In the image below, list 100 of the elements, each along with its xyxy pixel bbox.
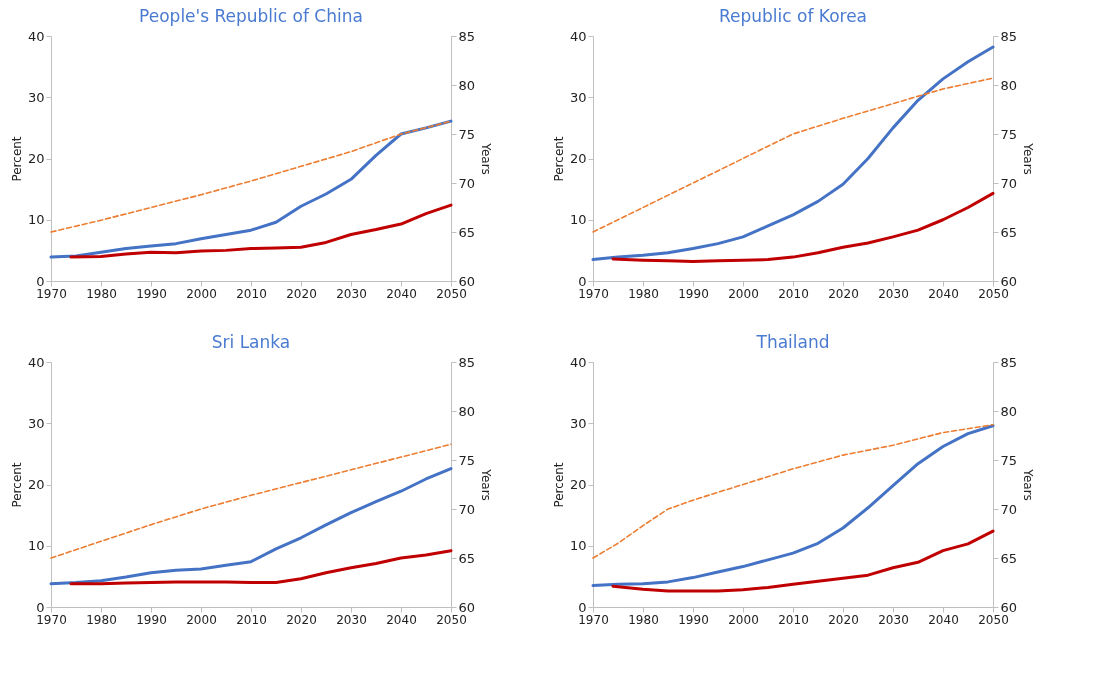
- line-series: [611, 529, 995, 593]
- y2-tick-label: 75: [1000, 452, 1018, 468]
- y2-tick-label: 75: [458, 126, 476, 142]
- y-tick-label: 40: [27, 354, 45, 370]
- y-tick-label: 30: [27, 415, 45, 431]
- x-tick-label: 2030: [336, 286, 367, 301]
- line-series: [50, 443, 452, 559]
- y2-tick-label: 75: [458, 452, 476, 468]
- y2-tick-label: 60: [458, 599, 476, 615]
- y-tick-label: 10: [27, 538, 45, 554]
- y2-axis-title: Years: [1021, 142, 1036, 175]
- chart-title: Thailand: [755, 332, 830, 352]
- y2-tick-label: 60: [1000, 599, 1018, 615]
- y2-tick-label: 70: [1000, 175, 1018, 191]
- y2-tick-label: 65: [1000, 224, 1018, 240]
- x-tick-label: 1970: [36, 612, 67, 627]
- y2-tick-label: 70: [1000, 501, 1018, 517]
- y2-tick-label: 60: [458, 273, 476, 289]
- chart-title: Sri Lanka: [211, 332, 291, 352]
- x-tick-label: 2040: [386, 612, 417, 627]
- line-series: [611, 191, 995, 263]
- y2-tick-label: 70: [458, 175, 476, 191]
- x-tick-label: 1980: [86, 286, 117, 301]
- y2-tick-label: 75: [1000, 126, 1018, 142]
- y-tick-label: 40: [569, 354, 587, 370]
- y-tick-label: 0: [36, 273, 45, 289]
- x-tick-label: 2040: [928, 286, 959, 301]
- x-tick-label: 2000: [186, 286, 217, 301]
- x-tick-label: 1980: [628, 286, 659, 301]
- y-axis-title: Percent: [9, 462, 24, 508]
- y-tick-label: 0: [578, 273, 587, 289]
- x-tick-label: 2020: [828, 286, 859, 301]
- y2-tick-label: 65: [458, 224, 476, 240]
- x-tick-label: 1990: [678, 286, 709, 301]
- x-tick-label: 2050: [978, 612, 1009, 627]
- y2-tick-label: 85: [458, 28, 476, 44]
- y-tick-label: 30: [569, 415, 587, 431]
- y2-tick-label: 85: [1000, 354, 1018, 370]
- x-tick-label: 2010: [778, 612, 809, 627]
- x-tick-label: 2020: [286, 286, 317, 301]
- x-tick-label: 2000: [728, 286, 759, 301]
- x-tick-label: 2020: [286, 612, 317, 627]
- y-tick-label: 20: [27, 151, 45, 166]
- x-tick-label: 2050: [436, 612, 467, 627]
- line-series: [50, 120, 452, 233]
- y-tick-label: 10: [569, 212, 587, 228]
- line-series: [592, 423, 994, 559]
- y-tick-label: 30: [27, 89, 45, 105]
- y2-tick-label: 85: [1000, 28, 1018, 44]
- x-tick-label: 1990: [136, 286, 167, 301]
- x-tick-label: 1970: [578, 612, 609, 627]
- y2-tick-label: 70: [458, 501, 476, 517]
- y-tick-label: 20: [569, 477, 587, 492]
- x-tick-label: 2050: [978, 286, 1009, 301]
- y-tick-label: 10: [27, 212, 45, 228]
- y-tick-label: 40: [569, 28, 587, 44]
- x-tick-label: 2040: [928, 612, 959, 627]
- y2-tick-label: 65: [1000, 550, 1018, 566]
- y2-tick-label: 80: [1000, 77, 1018, 93]
- y2-tick-label: 65: [458, 550, 476, 566]
- x-tick-label: 2050: [436, 286, 467, 301]
- x-tick-label: 2010: [236, 286, 267, 301]
- y2-tick-label: 60: [1000, 273, 1018, 289]
- x-tick-label: 1990: [136, 612, 167, 627]
- x-tick-label: 1980: [86, 612, 117, 627]
- y-axis-title: Percent: [551, 136, 566, 182]
- x-tick-label: 1980: [628, 612, 659, 627]
- y-axis-title: Percent: [9, 136, 24, 182]
- x-tick-label: 2010: [778, 286, 809, 301]
- x-tick-label: 2000: [728, 612, 759, 627]
- y2-tick-label: 80: [458, 403, 476, 419]
- y-tick-label: 0: [578, 599, 587, 615]
- chart-title: People's Republic of China: [139, 6, 363, 26]
- y2-axis-title: Years: [479, 142, 494, 175]
- y-tick-label: 0: [36, 599, 45, 615]
- line-series: [69, 203, 453, 259]
- y-tick-label: 20: [569, 151, 587, 166]
- line-series: [49, 467, 453, 586]
- y-tick-label: 10: [569, 538, 587, 554]
- x-tick-label: 2010: [236, 612, 267, 627]
- x-tick-label: 2030: [878, 286, 909, 301]
- y2-tick-label: 80: [1000, 403, 1018, 419]
- y2-axis-title: Years: [1021, 468, 1036, 501]
- x-tick-label: 2040: [386, 286, 417, 301]
- x-tick-label: 1970: [36, 286, 67, 301]
- x-tick-label: 1970: [578, 286, 609, 301]
- y2-axis-title: Years: [479, 468, 494, 501]
- y-tick-label: 30: [569, 89, 587, 105]
- chart-title: Republic of Korea: [718, 6, 868, 26]
- y2-tick-label: 80: [458, 77, 476, 93]
- x-tick-label: 2030: [336, 612, 367, 627]
- line-series: [591, 424, 995, 588]
- x-tick-label: 1990: [678, 612, 709, 627]
- y2-tick-label: 85: [458, 354, 476, 370]
- line-series: [592, 77, 994, 233]
- y-axis-title: Percent: [551, 462, 566, 508]
- line-series: [69, 549, 453, 586]
- x-tick-label: 2020: [828, 612, 859, 627]
- y-tick-label: 20: [27, 477, 45, 492]
- x-tick-label: 2030: [878, 612, 909, 627]
